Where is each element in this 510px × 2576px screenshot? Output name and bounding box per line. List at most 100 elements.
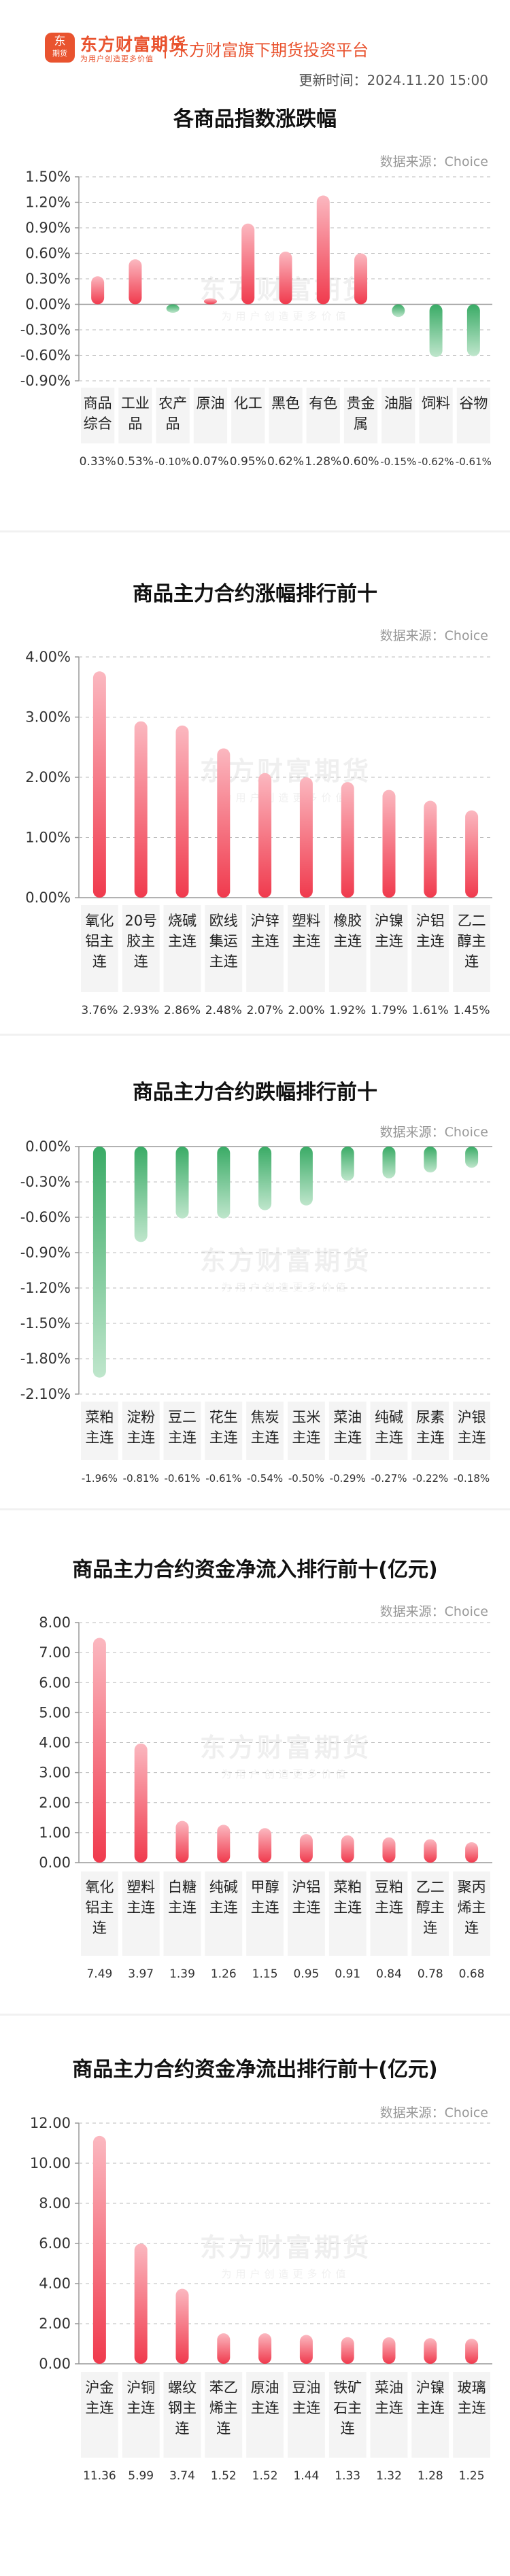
value-label: -0.18% — [454, 1472, 490, 1485]
category-label-bg — [163, 2372, 201, 2458]
category-label-bg — [328, 1402, 367, 1460]
value-label: 1.28% — [305, 455, 341, 469]
category-label: 焦炭主连 — [251, 1409, 279, 1446]
bar-3 — [217, 1147, 231, 1219]
y-tick-label: 2.00 — [39, 2316, 71, 2332]
update-time: 更新时间：2024.11.20 15:00 — [299, 72, 488, 88]
data-source: 数据来源：Choice — [379, 154, 488, 169]
y-tick-label: 7.00 — [39, 1644, 71, 1661]
category-label: 聚丙烯主连 — [458, 1879, 486, 1936]
value-label: 2.93% — [122, 1004, 159, 1017]
bar-5 — [279, 252, 292, 305]
value-label: 0.95 — [293, 1967, 319, 1981]
value-label: 0.78 — [418, 1967, 443, 1981]
bar-5 — [299, 1147, 313, 1206]
category-label: 20号胶主连 — [124, 913, 157, 970]
chart-index: 1.50% 1.20% 0.90% 0.60% 0.30% 0.00% -0.30% -0.6… — [20, 169, 492, 469]
bar-1 — [134, 2243, 148, 2364]
bar-3 — [217, 748, 231, 898]
brand-slogan: 为用户创造更多价值 — [80, 54, 154, 63]
y-tick-label: 1.50% — [25, 169, 71, 185]
category-label: 沪锌主连 — [251, 913, 279, 949]
value-label: 0.95% — [230, 455, 267, 469]
value-label: 0.07% — [192, 455, 228, 469]
category-label-bg — [453, 2372, 490, 2458]
bar-4 — [258, 1828, 272, 1863]
chart-gainers: 4.00% 3.00% 2.00% 1.00% 0.00% 氧化铝主连 3.76% 20号胶主… — [25, 649, 492, 1017]
y-tick-label: 0.00% — [25, 1138, 71, 1155]
category-label: 塑料主连 — [126, 1879, 155, 1916]
y-tick-label: 0.90% — [25, 220, 71, 236]
category-label-bg — [381, 388, 415, 443]
category-label: 乙二醇主连 — [416, 1879, 445, 1936]
category-label: 氧化铝主连 — [85, 913, 114, 970]
category-label: 苯乙烯主连 — [209, 2379, 238, 2437]
category-label: 花生主连 — [209, 1409, 238, 1446]
bar-0 — [92, 671, 106, 898]
value-label: 0.53% — [117, 455, 154, 469]
category-label-bg — [411, 1402, 449, 1460]
value-label: 2.86% — [164, 1004, 201, 1017]
category-label-bg — [81, 1402, 118, 1460]
y-tick-label: 1.20% — [25, 194, 71, 211]
value-label: 3.97 — [128, 1967, 154, 1981]
category-label: 豆油主连 — [292, 2379, 320, 2416]
value-label: 1.25 — [459, 2469, 485, 2483]
bar-9 — [429, 304, 443, 357]
y-tick-label: -2.10% — [20, 1386, 71, 1402]
category-label-bg — [453, 1402, 490, 1460]
page-header: 东 期货 东方财富期货 为用户创造更多价值 东方财富旗下期货投资平台 更新时间：… — [0, 0, 510, 95]
value-label: -0.61% — [205, 1472, 241, 1485]
chart-title: 商品主力合约跌幅排行前十 — [133, 1081, 377, 1104]
chart-title: 商品主力合约涨幅排行前十 — [133, 582, 377, 606]
category-label-bg — [411, 1871, 449, 1956]
value-label: 1.33 — [335, 2469, 360, 2483]
brand-name: 东方财富期货 — [80, 35, 187, 54]
section-inflow: 商品主力合约资金净流入排行前十(亿元) 数据来源：Choice 东方财富期货 为用… — [0, 1510, 510, 2014]
section-losers: 商品主力合约跌幅排行前十 数据来源：Choice 东方财富期货 为用户创造更多价值… — [0, 1036, 510, 1508]
bar-8 — [392, 304, 405, 318]
bar-5 — [299, 2335, 313, 2364]
section-gainers: 商品主力合约涨幅排行前十 数据来源：Choice 东方财富期货 为用户创造更多价值… — [0, 532, 510, 1034]
value-label: 2.48% — [205, 1004, 242, 1017]
chart-outflow: 12.00 10.00 8.00 6.00 4.00 2.00 0.00 沪金主连 11.36 沪… — [30, 2115, 492, 2483]
chart-inflow: 8.00 7.00 6.00 5.00 4.00 3.00 2.00 1.00 0.00 氧化铝主… — [39, 1614, 492, 1981]
bar-2 — [175, 2288, 189, 2364]
chart-title: 各商品指数涨跌幅 — [173, 107, 337, 131]
y-tick-label: -1.50% — [20, 1315, 71, 1332]
y-tick-label: -0.60% — [20, 1209, 71, 1225]
category-label-bg — [370, 2372, 408, 2458]
category-label-bg — [246, 1871, 284, 1956]
bar-8 — [424, 1147, 437, 1173]
bar-6 — [341, 782, 354, 898]
category-label-bg — [288, 1402, 325, 1460]
category-label-bg — [231, 388, 265, 443]
category-label: 氧化铝主连 — [85, 1879, 114, 1936]
data-source: 数据来源：Choice — [379, 1604, 488, 1619]
bar-3 — [203, 298, 217, 305]
y-tick-label: 1.00 — [39, 1825, 71, 1841]
brand-platform: 东方财富旗下期货投资平台 — [173, 41, 369, 60]
bar-7 — [382, 2337, 396, 2364]
value-label: 5.99 — [128, 2469, 154, 2483]
y-tick-label: 5.00 — [39, 1704, 71, 1721]
value-label: 1.92% — [329, 1004, 366, 1017]
value-label: 3.76% — [81, 1004, 118, 1017]
bar-8 — [424, 1839, 437, 1863]
category-label-bg — [81, 905, 118, 992]
category-label-bg — [328, 2372, 367, 2458]
category-label: 塑料主连 — [292, 913, 320, 949]
bar-1 — [129, 259, 142, 305]
y-tick-label: 0.60% — [25, 245, 71, 262]
bar-4 — [258, 2333, 272, 2364]
category-label-bg — [370, 905, 408, 992]
section-separator — [0, 2014, 510, 2016]
bar-3 — [217, 2333, 231, 2364]
value-label: 0.84 — [376, 1967, 402, 1981]
category-label: 化工 — [234, 395, 262, 411]
category-label-bg — [81, 2372, 118, 2458]
bar-6 — [341, 1835, 354, 1863]
value-label: -0.81% — [123, 1472, 159, 1485]
category-label: 菜粕主连 — [333, 1879, 362, 1916]
bar-2 — [175, 1820, 189, 1863]
